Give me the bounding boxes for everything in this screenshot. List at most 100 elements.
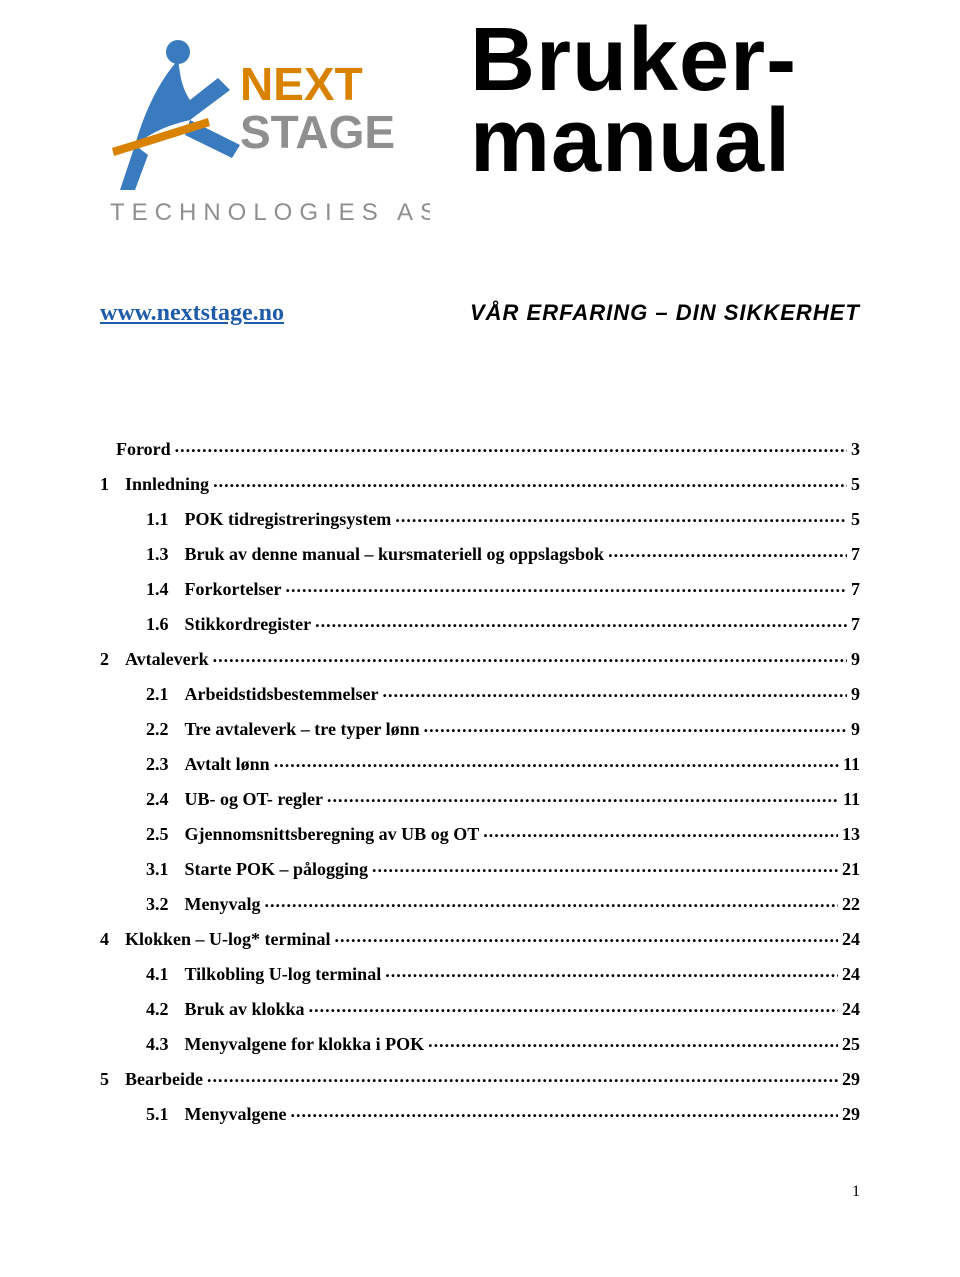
toc-number: 1.3 [100, 545, 185, 563]
toc-label: Avtaleverk [125, 650, 209, 668]
toc-page: 21 [838, 860, 860, 878]
toc-leader-dots [281, 577, 847, 595]
toc-entry[interactable]: 2.3Avtalt lønn 11 [100, 752, 860, 773]
page-number: 1 [100, 1183, 860, 1201]
toc-entry[interactable]: 4.3Menyvalgene for klokka i POK 25 [100, 1032, 860, 1053]
toc-number: 5 [100, 1070, 125, 1088]
toc-entry[interactable]: 1Innledning 5 [100, 472, 860, 493]
toc-page: 25 [838, 1035, 860, 1053]
toc-label: Bruk av klokka [185, 1000, 305, 1018]
toc-label: Stikkordregister [185, 615, 312, 633]
toc-page: 7 [847, 545, 860, 563]
toc-label: Arbeidstidsbestemmelser [185, 685, 379, 703]
toc-entry[interactable]: 3.2Menyvalg22 [100, 892, 860, 913]
toc-page: 7 [847, 580, 860, 598]
toc-entry[interactable]: 2.2Tre avtaleverk – tre typer lønn 9 [100, 717, 860, 738]
toc-page: 7 [847, 615, 860, 633]
toc-leader-dots [261, 892, 839, 910]
website-link[interactable]: www.nextstage.no [100, 300, 470, 327]
toc-entry[interactable]: 2Avtaleverk9 [100, 647, 860, 668]
title-line-1: Bruker- [470, 20, 860, 101]
toc-entry[interactable]: 2.5Gjennomsnittsberegning av UB og OT13 [100, 822, 860, 843]
toc-leader-dots [391, 507, 847, 525]
toc-page: 9 [847, 650, 860, 668]
toc-number: 1.6 [100, 615, 185, 633]
nextstage-logo-icon: NEXT STAGE TECHNOLOGIES AS [100, 30, 430, 240]
toc-entry[interactable]: 4.2Bruk av klokka 24 [100, 997, 860, 1018]
toc-entry[interactable]: 2.4UB- og OT- regler11 [100, 787, 860, 808]
toc-leader-dots [270, 752, 839, 770]
toc-leader-dots [286, 1102, 838, 1120]
logo-subline: TECHNOLOGIES AS [110, 199, 430, 226]
toc-label: Tre avtaleverk – tre typer lønn [185, 720, 420, 738]
toc-entry[interactable]: 1.3Bruk av denne manual – kursmateriell … [100, 542, 860, 563]
toc-label: POK tidregistreringsystem [185, 510, 392, 528]
toc-page: 5 [847, 475, 860, 493]
toc-page: 22 [838, 895, 860, 913]
toc-label: Starte POK – pålogging [185, 860, 369, 878]
toc-number: 1.1 [100, 510, 185, 528]
toc-number: 2.2 [100, 720, 185, 738]
toc-number: 3.1 [100, 860, 185, 878]
link-slogan-row: www.nextstage.no VÅR ERFARING – DIN SIKK… [100, 300, 860, 327]
toc-page: 29 [838, 1105, 860, 1123]
toc-entry[interactable]: 2.1Arbeidstidsbestemmelser 9 [100, 682, 860, 703]
toc-label: Gjennomsnittsberegning av UB og OT [185, 825, 480, 843]
header: NEXT STAGE TECHNOLOGIES AS Bruker- manua… [100, 30, 860, 240]
toc-leader-dots [479, 822, 838, 840]
toc-number: 2.4 [100, 790, 185, 808]
toc-entry[interactable]: Forord3 [100, 437, 860, 458]
toc-number: 4 [100, 930, 125, 948]
toc-number: 4.3 [100, 1035, 185, 1053]
toc-leader-dots [305, 997, 838, 1015]
toc-label: Menyvalgene [185, 1105, 287, 1123]
table-of-contents: Forord31Innledning51.1POK tidregistrerin… [100, 437, 860, 1123]
toc-page: 24 [838, 1000, 860, 1018]
toc-number: 2.3 [100, 755, 185, 773]
toc-leader-dots [381, 962, 838, 980]
toc-entry[interactable]: 5Bearbeide29 [100, 1067, 860, 1088]
toc-label: Bruk av denne manual – kursmateriell og … [185, 545, 605, 563]
toc-leader-dots [604, 542, 847, 560]
toc-label: Bearbeide [125, 1070, 203, 1088]
toc-page: 9 [847, 720, 860, 738]
toc-label: UB- og OT- regler [185, 790, 323, 808]
toc-leader-dots [209, 472, 847, 490]
toc-page: 24 [838, 930, 860, 948]
toc-entry[interactable]: 5.1Menyvalgene29 [100, 1102, 860, 1123]
toc-entry[interactable]: 1.6Stikkordregister 7 [100, 612, 860, 633]
toc-number: 2.1 [100, 685, 185, 703]
toc-entry[interactable]: 1.4Forkortelser 7 [100, 577, 860, 598]
toc-label: Klokken – U-log* terminal [125, 930, 331, 948]
toc-label: Forkortelser [185, 580, 282, 598]
toc-leader-dots [420, 717, 847, 735]
toc-label: Avtalt lønn [185, 755, 270, 773]
toc-leader-dots [311, 612, 847, 630]
toc-leader-dots [171, 437, 847, 455]
toc-page: 3 [847, 440, 860, 458]
toc-leader-dots [331, 927, 839, 945]
title-line-2: manual [470, 101, 860, 182]
toc-label: Tilkobling U-log terminal [185, 965, 382, 983]
logo-text-next: NEXT [240, 58, 363, 110]
toc-page: 13 [838, 825, 860, 843]
toc-leader-dots [368, 857, 838, 875]
logo-text-stage: STAGE [240, 106, 395, 158]
toc-label: Menyvalgene for klokka i POK [185, 1035, 425, 1053]
toc-number: 1.4 [100, 580, 185, 598]
toc-entry[interactable]: 1.1POK tidregistreringsystem 5 [100, 507, 860, 528]
toc-entry[interactable]: 4Klokken – U-log* terminal 24 [100, 927, 860, 948]
toc-entry[interactable]: 3.1Starte POK – pålogging 21 [100, 857, 860, 878]
toc-page: 11 [839, 755, 860, 773]
toc-number: 4.2 [100, 1000, 185, 1018]
toc-leader-dots [209, 647, 847, 665]
toc-leader-dots [424, 1032, 838, 1050]
toc-entry[interactable]: 4.1Tilkobling U-log terminal24 [100, 962, 860, 983]
toc-number: 1 [100, 475, 125, 493]
toc-page: 9 [847, 685, 860, 703]
toc-label: Innledning [125, 475, 209, 493]
toc-page: 5 [847, 510, 860, 528]
toc-leader-dots [203, 1067, 838, 1085]
slogan-text: VÅR ERFARING – DIN SIKKERHET [470, 300, 860, 326]
logo: NEXT STAGE TECHNOLOGIES AS [100, 30, 430, 240]
